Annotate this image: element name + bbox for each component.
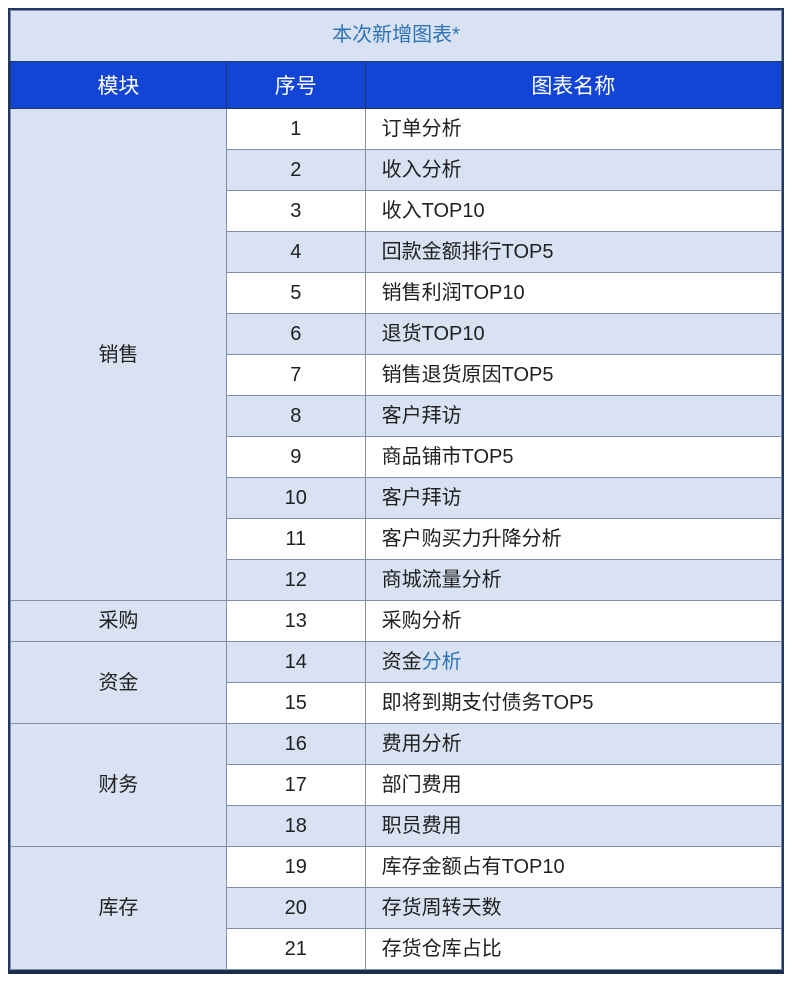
new-charts-table: 本次新增图表* 模块 序号 图表名称 销售1订单分析2收入分析3收入TOP104…: [10, 10, 782, 970]
seq-cell: 13: [226, 601, 365, 642]
name-cell: 客户购买力升降分析: [365, 519, 781, 560]
seq-cell: 5: [226, 273, 365, 314]
seq-cell: 12: [226, 560, 365, 601]
table-header-row: 模块 序号 图表名称: [11, 62, 782, 109]
seq-cell: 8: [226, 396, 365, 437]
name-cell: 存货仓库占比: [365, 929, 781, 970]
name-link-text: 分析: [422, 651, 462, 673]
table-row: 财务16费用分析: [11, 724, 782, 765]
seq-cell: 17: [226, 765, 365, 806]
seq-cell: 19: [226, 847, 365, 888]
name-cell: 回款金额排行TOP5: [365, 232, 781, 273]
charts-table: 本次新增图表* 模块 序号 图表名称 销售1订单分析2收入分析3收入TOP104…: [8, 8, 784, 974]
seq-cell: 16: [226, 724, 365, 765]
name-cell: 收入TOP10: [365, 191, 781, 232]
name-cell: 销售利润TOP10: [365, 273, 781, 314]
seq-cell: 7: [226, 355, 365, 396]
name-cell: 职员费用: [365, 806, 781, 847]
seq-cell: 21: [226, 929, 365, 970]
name-text: 资金: [382, 651, 422, 673]
seq-cell: 9: [226, 437, 365, 478]
seq-cell: 11: [226, 519, 365, 560]
module-cell: 财务: [11, 724, 227, 847]
table-title: 本次新增图表*: [11, 11, 782, 62]
module-cell: 资金: [11, 642, 227, 724]
seq-cell: 6: [226, 314, 365, 355]
name-cell: 部门费用: [365, 765, 781, 806]
name-cell: 商品铺市TOP5: [365, 437, 781, 478]
name-cell: 存货周转天数: [365, 888, 781, 929]
name-cell: 资金分析: [365, 642, 781, 683]
seq-cell: 2: [226, 150, 365, 191]
name-cell: 采购分析: [365, 601, 781, 642]
column-header-name: 图表名称: [365, 62, 781, 109]
name-cell: 收入分析: [365, 150, 781, 191]
table-row: 采购13采购分析: [11, 601, 782, 642]
name-cell: 即将到期支付债务TOP5: [365, 683, 781, 724]
table-row: 销售1订单分析: [11, 109, 782, 150]
table-row: 库存19库存金额占有TOP10: [11, 847, 782, 888]
seq-cell: 4: [226, 232, 365, 273]
name-cell: 商城流量分析: [365, 560, 781, 601]
table-title-row: 本次新增图表*: [11, 11, 782, 62]
seq-cell: 3: [226, 191, 365, 232]
name-cell: 客户拜访: [365, 396, 781, 437]
name-cell: 库存金额占有TOP10: [365, 847, 781, 888]
name-cell: 订单分析: [365, 109, 781, 150]
seq-cell: 10: [226, 478, 365, 519]
name-cell: 费用分析: [365, 724, 781, 765]
seq-cell: 20: [226, 888, 365, 929]
table-row: 资金 14资金分析: [11, 642, 782, 683]
name-cell: 销售退货原因TOP5: [365, 355, 781, 396]
column-header-module: 模块: [11, 62, 227, 109]
seq-cell: 14: [226, 642, 365, 683]
seq-cell: 15: [226, 683, 365, 724]
column-header-seq: 序号: [226, 62, 365, 109]
module-cell: 库存: [11, 847, 227, 970]
seq-cell: 18: [226, 806, 365, 847]
module-cell: 采购: [11, 601, 227, 642]
seq-cell: 1: [226, 109, 365, 150]
name-cell: 客户拜访: [365, 478, 781, 519]
name-cell: 退货TOP10: [365, 314, 781, 355]
module-cell: 销售: [11, 109, 227, 601]
